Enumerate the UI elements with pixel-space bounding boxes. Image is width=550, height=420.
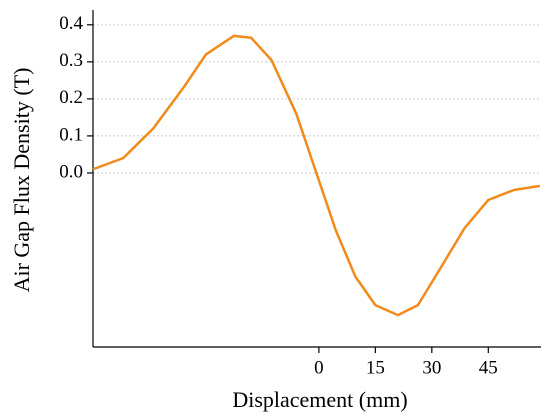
y-tick-label: 0.4 [59, 13, 83, 34]
y-tick-label: 0.3 [59, 50, 83, 71]
x-tick-label: 15 [366, 357, 385, 378]
x-axis-label: Displacement (mm) [232, 387, 407, 412]
y-tick-label: 0.2 [59, 87, 83, 108]
data-line [92, 34, 541, 317]
x-tick-label: 30 [422, 357, 441, 378]
x-tick-label: 0 [314, 357, 324, 378]
y-tick-label: 0.1 [59, 124, 83, 145]
y-tick-label: 0.0 [59, 161, 83, 182]
y-axis-label: Air Gap Flux Density (T) [9, 68, 34, 293]
x-tick-label: 45 [479, 357, 498, 378]
